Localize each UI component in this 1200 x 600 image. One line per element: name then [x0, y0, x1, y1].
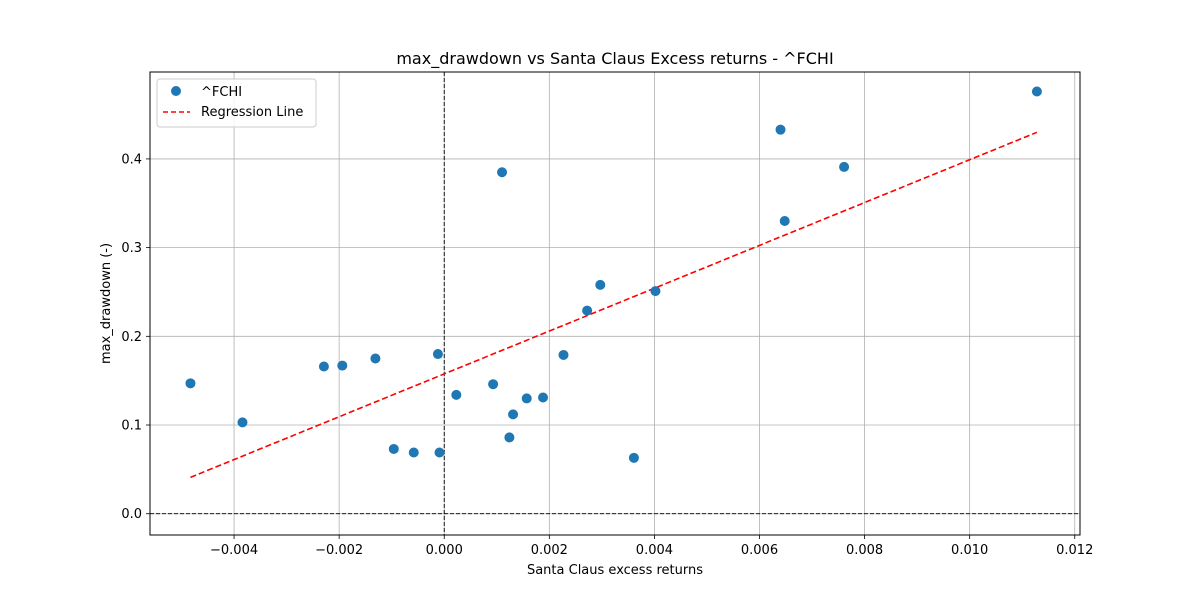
- data-point: [370, 353, 381, 364]
- data-point: [628, 452, 639, 463]
- x-axis-label: Santa Claus excess returns: [527, 563, 703, 578]
- legend-box: [156, 78, 317, 128]
- x-tick-label: 0.008: [846, 543, 883, 558]
- scatter-points: [185, 86, 1042, 463]
- data-point: [434, 447, 445, 458]
- x-tick-label: −0.002: [315, 543, 363, 558]
- data-point: [595, 279, 606, 290]
- x-tick-label: 0.012: [1056, 543, 1093, 558]
- data-point: [558, 349, 569, 360]
- x-tick-label: 0.004: [636, 543, 673, 558]
- reference-lines: [150, 72, 1080, 535]
- data-point: [318, 361, 329, 372]
- y-tick-label: 0.1: [121, 419, 142, 434]
- data-point: [388, 443, 399, 454]
- data-point: [775, 124, 786, 135]
- axis-ticks: −0.004 −0.002 0.000 0.002 0.004 0.006 0.008 0.0…: [121, 152, 1093, 558]
- legend-label-fchi: ^FCHI: [201, 85, 242, 100]
- plot-area-frame: [149, 71, 1081, 536]
- data-point: [1031, 86, 1042, 97]
- x-tick-label: 0.006: [741, 543, 778, 558]
- y-tick-label: 0.3: [121, 241, 142, 256]
- data-point: [408, 447, 419, 458]
- y-tick-label: 0.0: [121, 507, 142, 522]
- regression-line-layer: [190, 131, 1038, 479]
- data-point: [582, 305, 593, 316]
- data-point: [521, 393, 532, 404]
- x-tick-label: 0.000: [426, 543, 463, 558]
- y-axis-label: max_drawdown (-): [99, 243, 114, 364]
- data-point: [508, 409, 519, 420]
- data-point: [237, 417, 248, 428]
- y-tick-label: 0.4: [121, 152, 142, 167]
- y-tick-label: 0.2: [121, 330, 142, 345]
- data-point: [538, 392, 549, 403]
- legend: ^FCHI Regression Line: [156, 78, 317, 128]
- data-point: [432, 349, 443, 360]
- data-point: [185, 378, 196, 389]
- data-point: [497, 167, 508, 178]
- data-point: [650, 286, 661, 297]
- x-tick-label: 0.010: [951, 543, 988, 558]
- data-point: [839, 161, 850, 172]
- data-point: [504, 432, 515, 443]
- legend-label-regression-line: Regression Line: [201, 105, 303, 120]
- x-tick-label: −0.004: [210, 543, 258, 558]
- data-point: [779, 216, 790, 227]
- data-point: [488, 379, 499, 390]
- data-point: [337, 360, 348, 371]
- x-tick-label: 0.002: [531, 543, 568, 558]
- data-point: [451, 389, 462, 400]
- legend-marker-fchi: [171, 86, 181, 96]
- regression-line: [190, 131, 1038, 479]
- chart-title: max_drawdown vs Santa Claus Excess retur…: [396, 49, 833, 69]
